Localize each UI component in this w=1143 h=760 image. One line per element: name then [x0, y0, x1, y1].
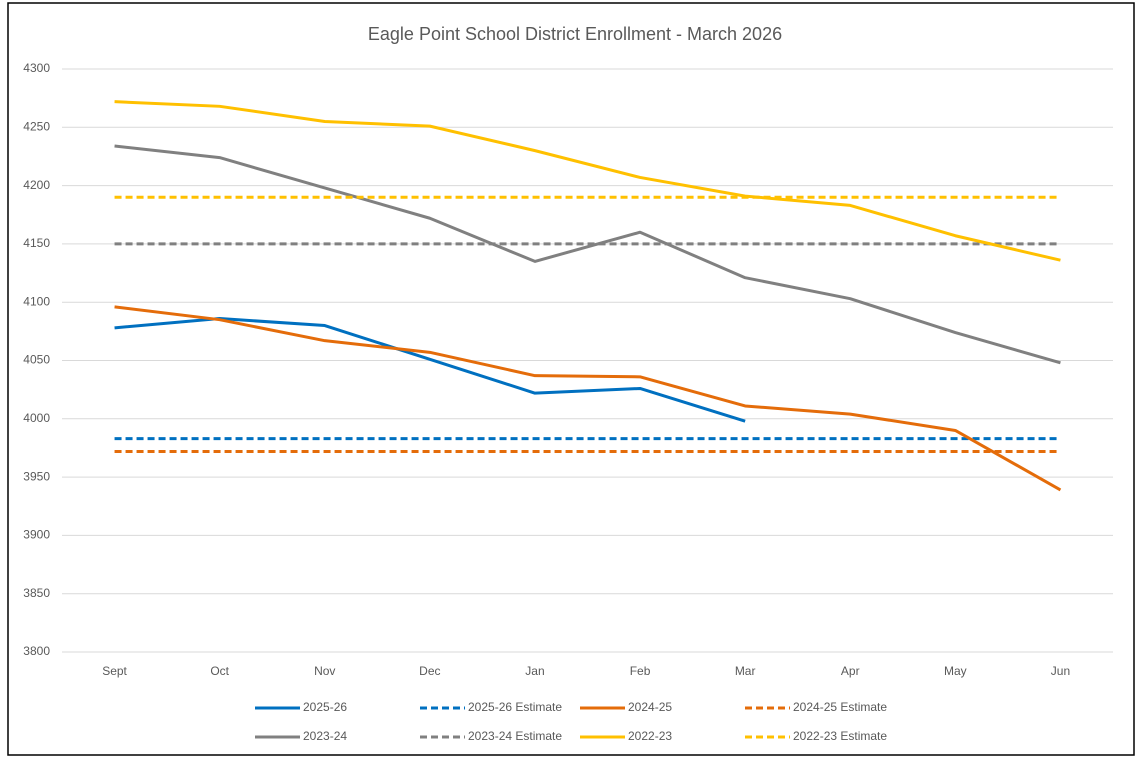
legend-label: 2024-25 Estimate	[793, 700, 887, 714]
x-tick-label: Jun	[1051, 664, 1070, 678]
y-tick-label: 3900	[23, 528, 50, 542]
x-tick-label: Nov	[314, 664, 335, 678]
legend-label: 2025-26	[303, 700, 347, 714]
legend-label: 2023-24 Estimate	[468, 729, 562, 743]
x-tick-label: May	[944, 664, 967, 678]
x-tick-label: Apr	[841, 664, 860, 678]
x-tick-label: Feb	[630, 664, 651, 678]
legend-label: 2025-26 Estimate	[468, 700, 562, 714]
y-tick-label: 4000	[23, 411, 50, 425]
y-tick-label: 4300	[23, 61, 50, 75]
legend-label: 2022-23	[628, 729, 672, 743]
series-line	[114, 305, 1062, 492]
series-line	[114, 144, 1061, 365]
y-tick-label: 4250	[23, 119, 50, 133]
series-line	[114, 100, 1061, 262]
legend-label: 2022-23 Estimate	[793, 729, 887, 743]
x-tick-label: Oct	[210, 664, 229, 678]
y-tick-label: 4150	[23, 236, 50, 250]
x-tick-label: Mar	[735, 664, 756, 678]
x-tick-label: Sept	[102, 664, 127, 678]
x-tick-label: Jan	[525, 664, 544, 678]
y-tick-label: 4200	[23, 178, 50, 192]
y-tick-label: 3950	[23, 469, 50, 483]
legend-label: 2024-25	[628, 700, 672, 714]
y-tick-label: 4050	[23, 353, 50, 367]
chart-title: Eagle Point School District Enrollment -…	[368, 24, 782, 44]
chart-border	[7, 2, 1135, 756]
y-tick-label: 4100	[23, 294, 50, 308]
y-tick-label: 3850	[23, 586, 50, 600]
legend-label: 2023-24	[303, 729, 347, 743]
x-tick-label: Dec	[419, 664, 440, 678]
y-tick-label: 3800	[23, 644, 50, 658]
